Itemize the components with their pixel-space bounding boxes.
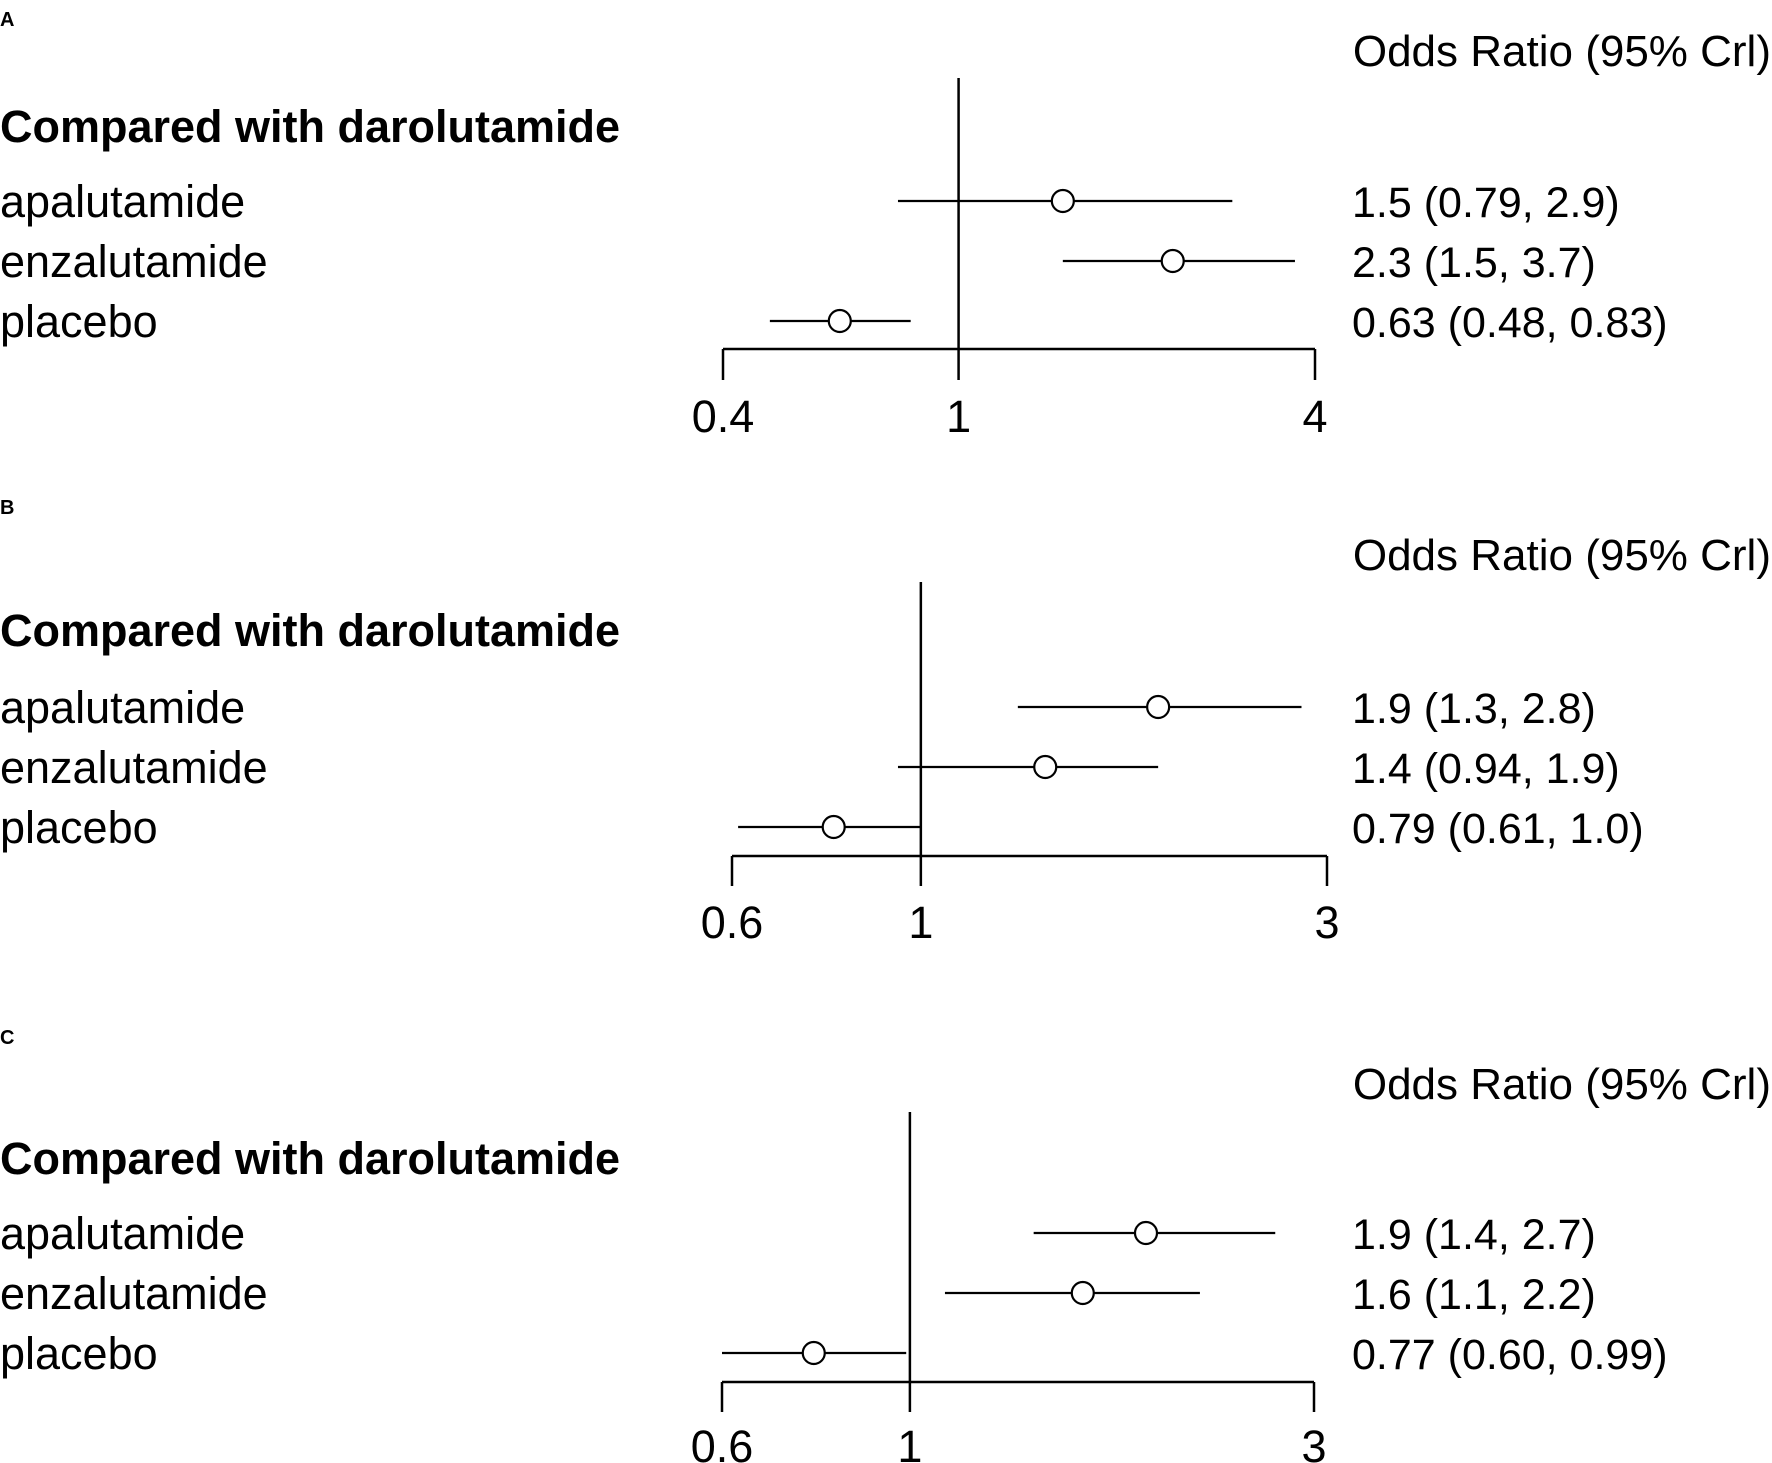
x-tick-label: 0.4 (692, 391, 755, 442)
estimate-label: 2.3 (1.5, 3.7) (1352, 239, 1596, 287)
column-header: Odds Ratio (95% Crl) (1353, 1060, 1771, 1109)
group-title: Compared with darolutamide (0, 1133, 620, 1184)
point-estimate-marker (1160, 248, 1185, 274)
column-header: Odds Ratio (95% Crl) (1353, 27, 1771, 76)
row-label: placebo (0, 802, 158, 853)
point-estimate-marker (1146, 694, 1171, 720)
x-tick-label: 3 (1314, 897, 1339, 948)
row-label: apalutamide (0, 1208, 245, 1259)
row-label: placebo (0, 296, 158, 347)
point-estimate-marker (827, 308, 852, 334)
estimate-label: 1.6 (1.1, 2.2) (1352, 1271, 1596, 1319)
row-label: apalutamide (0, 682, 245, 733)
x-tick-label: 3 (1301, 1421, 1326, 1463)
row-label: enzalutamide (0, 1268, 268, 1319)
panel-letter: A (0, 9, 14, 31)
point-estimate-marker (1133, 1220, 1159, 1246)
row-label: placebo (0, 1328, 158, 1379)
estimate-label: 1.9 (1.3, 2.8) (1352, 685, 1596, 733)
group-title: Compared with darolutamide (0, 605, 620, 656)
x-tick-label: 1 (946, 391, 971, 442)
row-label: enzalutamide (0, 236, 268, 287)
row-label: apalutamide (0, 176, 245, 227)
x-tick-label: 1 (897, 1421, 922, 1463)
row-label: enzalutamide (0, 742, 268, 793)
x-tick-label: 1 (908, 897, 933, 948)
panel-letter: C (0, 1027, 14, 1049)
x-tick-label: 4 (1302, 391, 1327, 442)
estimate-label: 1.4 (0.94, 1.9) (1352, 745, 1620, 793)
estimate-label: 0.79 (0.61, 1.0) (1352, 805, 1644, 853)
estimate-label: 0.63 (0.48, 0.83) (1352, 299, 1668, 347)
point-estimate-marker (1070, 1280, 1095, 1306)
x-tick-label: 0.6 (691, 1421, 754, 1463)
column-header: Odds Ratio (95% Crl) (1353, 531, 1771, 580)
point-estimate-marker (821, 814, 846, 840)
point-estimate-marker (801, 1340, 826, 1366)
estimate-label: 1.9 (1.4, 2.7) (1352, 1211, 1596, 1259)
estimate-label: 1.5 (0.79, 2.9) (1352, 179, 1620, 227)
point-estimate-marker (1033, 754, 1058, 780)
x-tick-label: 0.6 (701, 897, 764, 948)
panel-letter: B (0, 497, 14, 519)
estimate-label: 0.77 (0.60, 0.99) (1352, 1331, 1668, 1379)
point-estimate-marker (1050, 188, 1075, 214)
group-title: Compared with darolutamide (0, 101, 620, 152)
